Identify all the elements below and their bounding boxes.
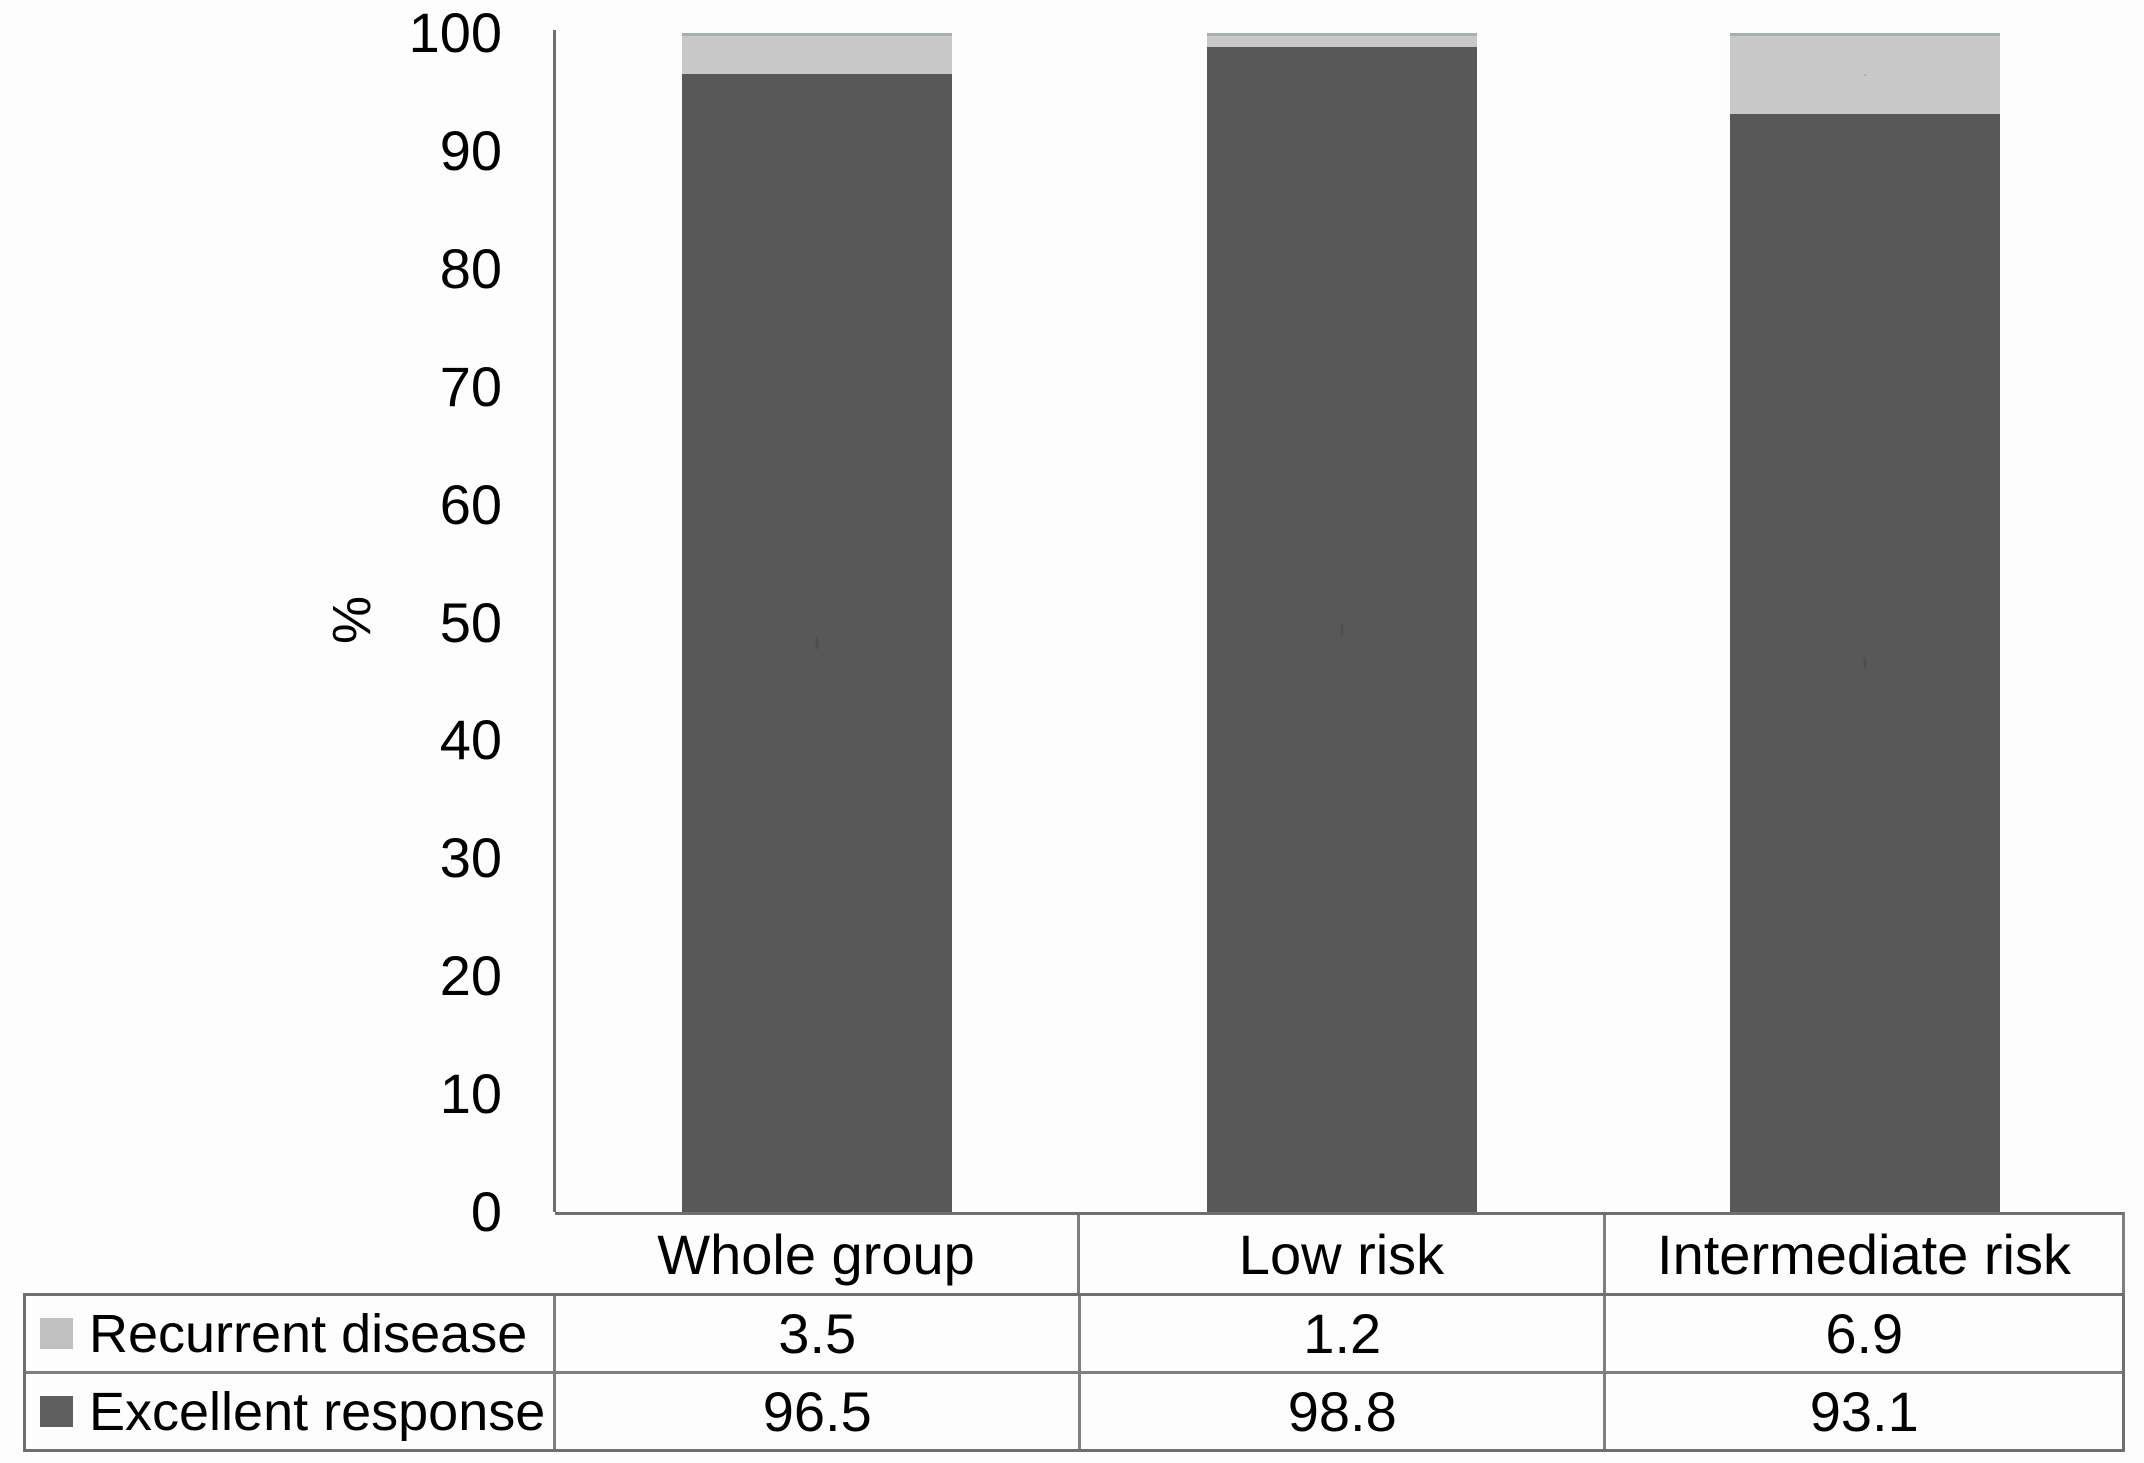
- category-header-cell: Low risk: [1077, 1215, 1603, 1293]
- bar-segment-recurrent-disease: [1730, 33, 2000, 115]
- legend-row: Excellent response 96.5 98.8 93.1: [26, 1371, 2122, 1449]
- bar-segment-excellent-response: [1206, 47, 1477, 1212]
- data-value-cell: 1.2: [1077, 1296, 1604, 1371]
- y-tick-label: 40: [439, 708, 502, 772]
- category-header-row: Whole group Low risk Intermediate risk: [555, 1212, 2125, 1296]
- data-value-cell: 96.5: [762, 1380, 872, 1443]
- data-value-cell: 6.9: [1603, 1296, 2122, 1371]
- category-header-cell: Intermediate risk: [1603, 1215, 2122, 1293]
- legend-row: Recurrent disease 3.5 1.2 6.9: [26, 1296, 2122, 1371]
- y-tick-label: 90: [439, 118, 502, 182]
- legend-color-swatch: [40, 1396, 73, 1427]
- y-tick-label: 60: [439, 472, 502, 536]
- y-tick-label: 20: [439, 944, 502, 1008]
- bar-segment-excellent-response: [1730, 114, 2000, 1212]
- bar-segment-recurrent-disease: [681, 33, 952, 75]
- data-value-cell: 3.5: [778, 1302, 857, 1365]
- y-axis-line: [553, 30, 556, 1212]
- legend-series-label: Recurrent disease: [89, 1303, 528, 1364]
- y-tick-label: 80: [439, 236, 502, 300]
- legend-color-swatch: [40, 1318, 73, 1349]
- y-tick-label: 70: [439, 354, 502, 418]
- legend-series-label: Excellent response: [89, 1381, 546, 1442]
- y-tick-label: 100: [408, 1, 502, 64]
- legend-label-cell: Excellent response: [26, 1374, 557, 1449]
- data-value-cell: 93.1: [1603, 1374, 2122, 1449]
- y-tick-label: 0: [470, 1180, 502, 1243]
- data-value-cell: 98.8: [1077, 1374, 1604, 1449]
- bar-segment-recurrent-disease: [1206, 33, 1477, 48]
- y-tick-label: 30: [439, 826, 502, 890]
- legend-label-cell: Recurrent disease: [26, 1296, 557, 1371]
- y-tick-label: 10: [439, 1062, 502, 1126]
- category-header-cell: Whole group: [657, 1222, 975, 1286]
- y-tick-label: 50: [439, 590, 502, 654]
- legend-data-table: Recurrent disease 3.5 1.2 6.9 Excellent resp…: [23, 1293, 2125, 1452]
- bar-segment-excellent-response: [681, 74, 952, 1212]
